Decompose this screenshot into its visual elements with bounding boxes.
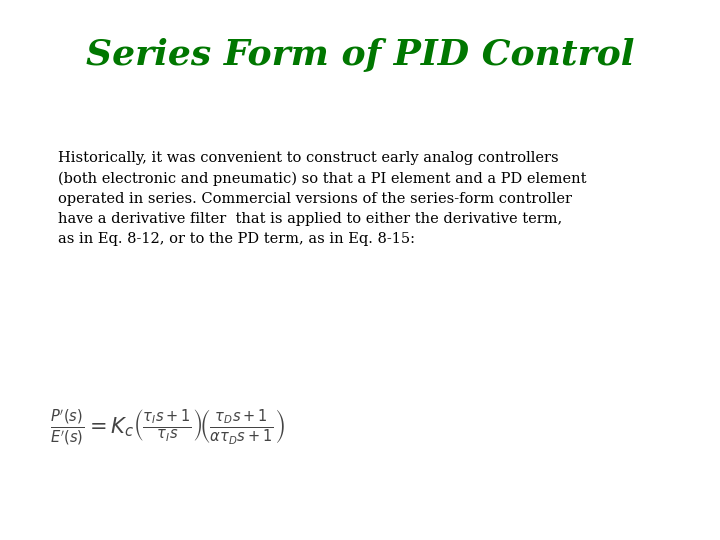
Text: Historically, it was convenient to construct early analog controllers
(both elec: Historically, it was convenient to const… <box>58 151 586 246</box>
Text: Series Form of PID Control: Series Form of PID Control <box>86 38 634 72</box>
Text: $\frac{P^{\prime}(s)}{E^{\prime}(s)} = K_c \left( \frac{\tau_I s+1}{\tau_I s} \r: $\frac{P^{\prime}(s)}{E^{\prime}(s)} = K… <box>50 407 285 447</box>
